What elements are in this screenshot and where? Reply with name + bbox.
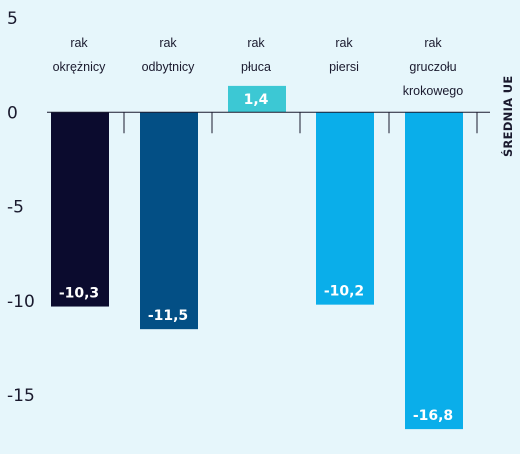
bar	[316, 112, 374, 305]
value-label: -16,8	[413, 408, 453, 424]
category-label: rak	[247, 36, 265, 50]
bar	[140, 112, 198, 330]
y-tick-label: -15	[7, 386, 35, 406]
y-tick-label: 0	[7, 103, 18, 123]
category-label: gruczołu	[409, 60, 456, 74]
category-label: okrężnicy	[53, 60, 107, 74]
category-label: rak	[70, 36, 88, 50]
value-label: -10,3	[59, 286, 99, 302]
category-label: odbytnicy	[142, 60, 196, 74]
category-label: rak	[335, 36, 353, 50]
value-label: 1,4	[244, 92, 269, 108]
category-label: piersi	[329, 60, 359, 74]
value-label: -11,5	[148, 308, 188, 324]
bar	[51, 112, 109, 307]
y-tick-label: -10	[7, 292, 35, 312]
y-tick-label: 5	[7, 9, 18, 29]
bar	[228, 85, 286, 113]
y-tick-label: -5	[7, 198, 24, 218]
category-label: krokowego	[403, 84, 463, 98]
category-label: rak	[159, 36, 177, 50]
bar	[405, 112, 463, 430]
value-label: -10,2	[324, 284, 364, 300]
baseline-label: ŚREDNIA UE	[500, 76, 515, 158]
category-label: rak	[424, 36, 442, 50]
category-label: płuca	[241, 60, 271, 74]
